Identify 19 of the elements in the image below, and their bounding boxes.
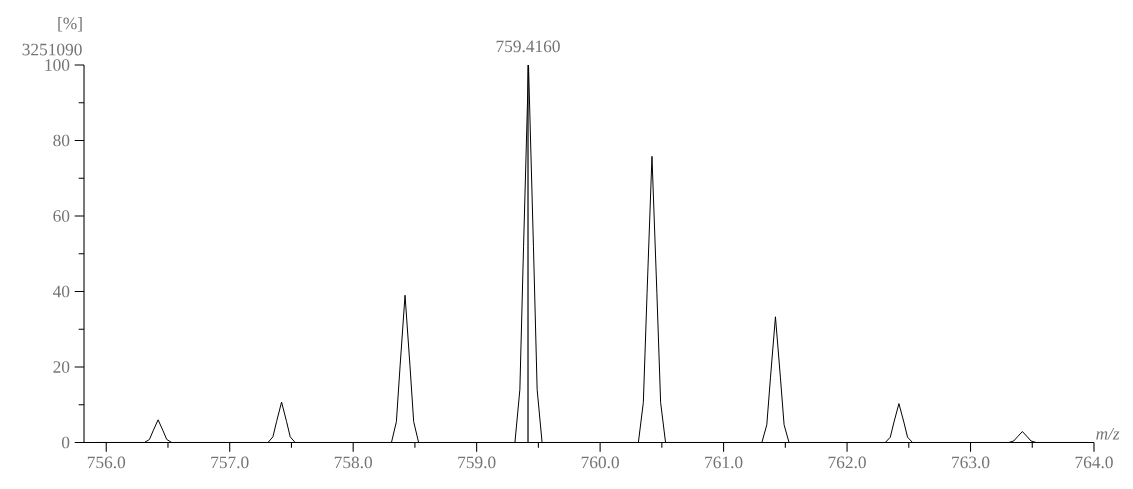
annotation: 759.4160 — [496, 40, 560, 53]
x-tick-label: 761.0 — [705, 456, 743, 469]
x-tick-label: 756.0 — [87, 456, 126, 469]
x-tick-label: 760.0 — [581, 456, 619, 469]
y-tick-label: 60 — [53, 210, 70, 222]
x-tick-label: 759.0 — [458, 456, 496, 469]
x-tick-label: 757.0 — [211, 456, 249, 469]
x-axis-title: m/z — [1096, 427, 1120, 440]
x-tick-label: 763.0 — [952, 456, 990, 469]
y-tick-label: 40 — [52, 285, 70, 298]
y-tick-label: 80 — [53, 134, 70, 147]
y-tick-label: 100 — [45, 59, 70, 71]
y-axis-title: [%] — [58, 17, 82, 32]
y-tick-label: 20 — [53, 361, 70, 373]
x-tick-label: 762.0 — [828, 456, 866, 469]
y-tick-label: 0 — [61, 436, 70, 449]
text: 3251090 — [22, 43, 82, 56]
x-tick-label: 758.0 — [334, 456, 373, 469]
x-tick-label: 764.0 — [1075, 456, 1113, 469]
